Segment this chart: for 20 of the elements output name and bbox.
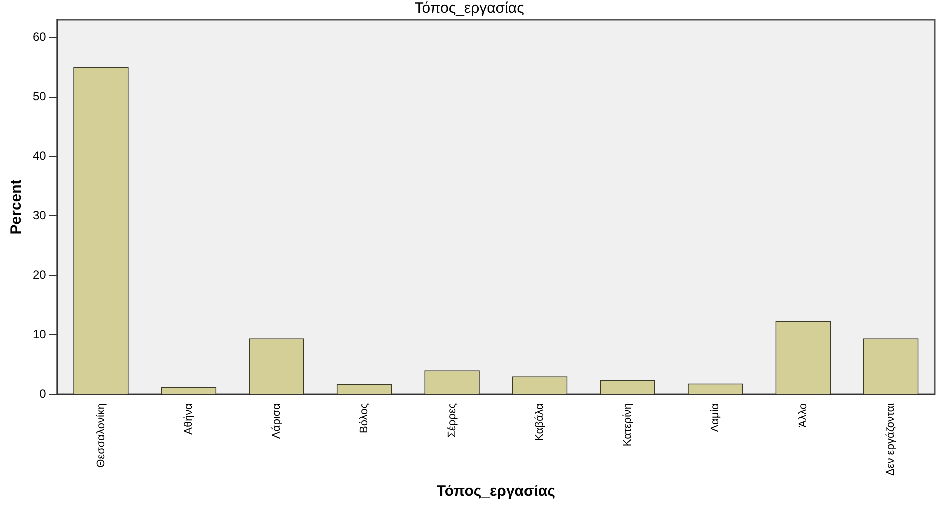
x-tick-label: Κατερίνη <box>622 403 634 447</box>
x-tick-label: Καβάλα <box>534 402 546 442</box>
x-tick-label: Βόλος <box>358 403 371 434</box>
x-tick-label: Λαμία <box>710 402 722 432</box>
y-tick-label: 60 <box>32 30 47 44</box>
y-axis-title: Percent <box>8 180 26 235</box>
y-tick-label: 50 <box>32 90 47 104</box>
y-tick-label: 10 <box>32 327 47 342</box>
x-tick-label: Σέρρες <box>446 403 458 438</box>
x-tick-label: Άλλο <box>797 403 810 428</box>
x-tick-label: Δεν εργάζονται <box>885 402 898 476</box>
chart-title: Τόπος_εργασίας <box>414 0 524 18</box>
y-tick-label: 0 <box>40 386 47 401</box>
y-tick-label: 30 <box>32 208 47 222</box>
x-tick-label: Λάρισα <box>270 402 283 440</box>
y-tick-label: 20 <box>32 268 47 282</box>
x-tick-label: Θεσσαλονίκη <box>95 403 108 468</box>
y-tick-label: 40 <box>32 149 47 164</box>
x-axis-title: Τόπος_εργασίας <box>436 483 556 500</box>
x-tick-label: Αθήνα <box>183 402 196 435</box>
